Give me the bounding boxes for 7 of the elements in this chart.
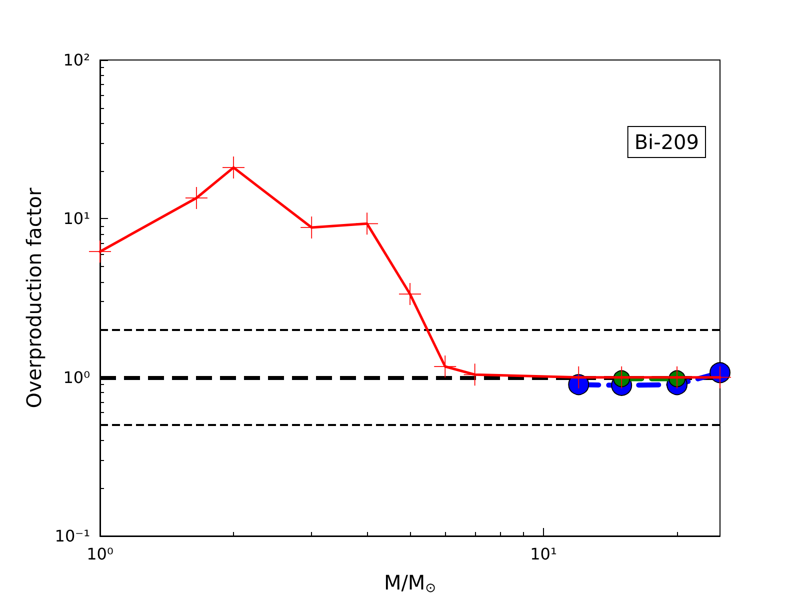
x-axis-title: M/M⊙ xyxy=(384,570,436,596)
y-tick-label: 10⁰ xyxy=(63,368,90,387)
y-tick-label: 10¹ xyxy=(63,209,90,228)
y-axis-title: Overproduction factor xyxy=(22,187,46,408)
y-tick-label: 10² xyxy=(63,50,90,70)
y-tick-label: 10⁻¹ xyxy=(54,526,90,546)
annotation: Bi-209 xyxy=(634,130,700,154)
